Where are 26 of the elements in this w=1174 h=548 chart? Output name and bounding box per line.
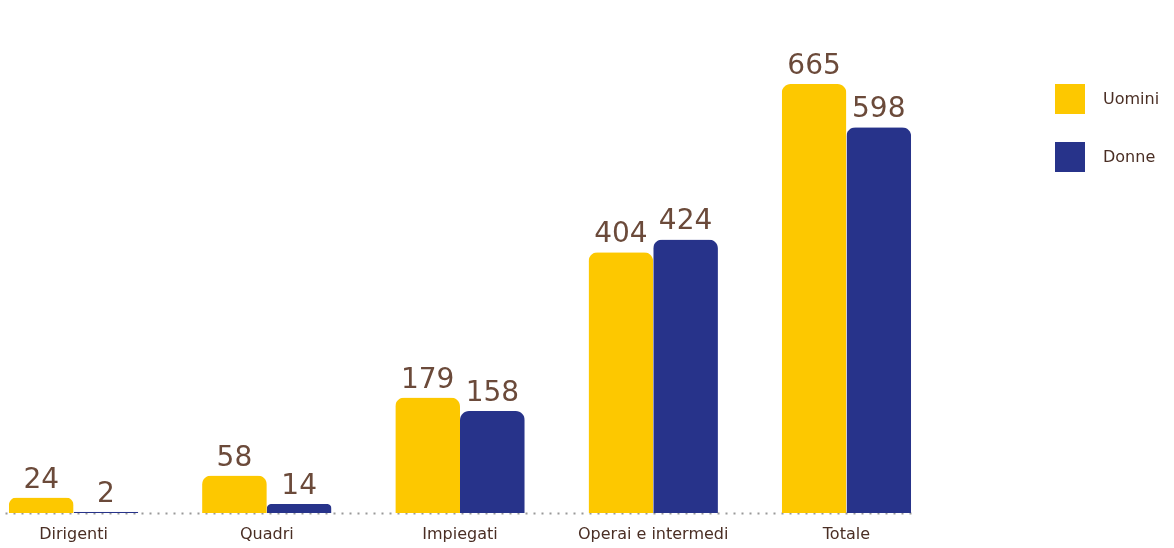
x-tick-label: Dirigenti [39, 523, 108, 543]
data-label: 424 [658, 203, 713, 237]
bar [846, 127, 912, 513]
legend-label: Uomini [1103, 89, 1160, 108]
bar [653, 239, 718, 513]
x-tick-label: Quadri [239, 523, 294, 543]
data-label: 665 [787, 48, 841, 81]
data-label: 158 [465, 375, 520, 409]
bar [588, 252, 654, 513]
x-tick-label: Operai e intermedi [577, 523, 729, 543]
data-label: 179 [400, 361, 455, 395]
x-tick-label: Totale [821, 523, 871, 543]
bar [781, 84, 847, 513]
bar [395, 397, 460, 513]
bar [266, 503, 332, 513]
bar [8, 497, 74, 513]
data-label: 2 [97, 475, 115, 509]
data-label: 404 [594, 216, 648, 250]
data-label: 598 [852, 91, 906, 125]
data-label: 24 [23, 461, 60, 495]
bar [460, 411, 525, 513]
data-label: 58 [216, 439, 253, 473]
legend-label: Donne [1103, 147, 1156, 166]
bar [202, 475, 267, 513]
x-tick-label: Impiegati [422, 523, 498, 543]
data-label: 14 [281, 467, 317, 501]
